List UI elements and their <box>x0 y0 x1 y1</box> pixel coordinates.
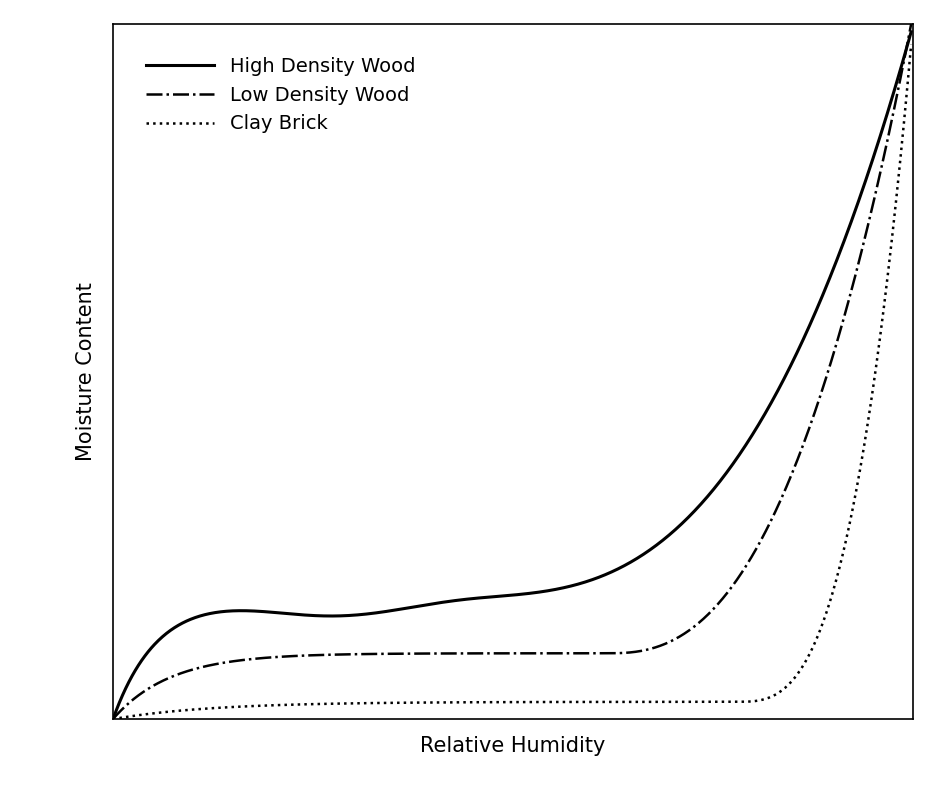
High Density Wood <box>459 594 470 604</box>
High Density Wood <box>729 455 741 465</box>
Clay Brick <box>905 39 917 49</box>
High Density Wood <box>107 714 119 724</box>
Low Density Wood <box>656 641 667 650</box>
Legend: High Density Wood, Low Density Wood, Clay Brick: High Density Wood, Low Density Wood, Cla… <box>133 43 429 147</box>
Clay Brick <box>729 697 741 706</box>
Clay Brick <box>430 698 441 707</box>
High Density Wood <box>744 434 756 443</box>
Low Density Wood <box>905 19 917 29</box>
X-axis label: Relative Humidity: Relative Humidity <box>421 736 605 756</box>
Low Density Wood <box>430 649 441 658</box>
High Density Wood <box>189 613 200 622</box>
Clay Brick <box>189 705 200 714</box>
Clay Brick <box>744 697 756 706</box>
Low Density Wood <box>107 714 119 724</box>
High Density Wood <box>656 537 667 547</box>
Clay Brick <box>459 698 470 707</box>
Line: Clay Brick: Clay Brick <box>113 44 911 719</box>
Low Density Wood <box>459 649 470 658</box>
Line: Low Density Wood: Low Density Wood <box>113 24 911 719</box>
Low Density Wood <box>189 664 200 674</box>
Low Density Wood <box>729 577 741 586</box>
Clay Brick <box>107 714 119 724</box>
High Density Wood <box>430 598 441 608</box>
Y-axis label: Moisture Content: Moisture Content <box>76 282 96 461</box>
Clay Brick <box>656 697 667 706</box>
Low Density Wood <box>744 555 756 565</box>
Line: High Density Wood: High Density Wood <box>113 32 911 719</box>
High Density Wood <box>905 27 917 37</box>
